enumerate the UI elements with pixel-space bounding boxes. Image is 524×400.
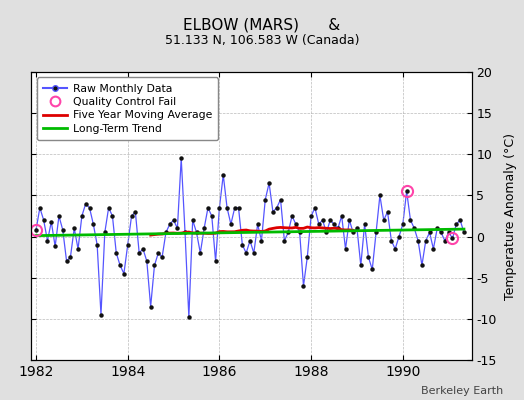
Text: Berkeley Earth: Berkeley Earth xyxy=(421,386,503,396)
Legend: Raw Monthly Data, Quality Control Fail, Five Year Moving Average, Long-Term Tren: Raw Monthly Data, Quality Control Fail, … xyxy=(37,78,219,140)
Text: 51.133 N, 106.583 W (Canada): 51.133 N, 106.583 W (Canada) xyxy=(165,34,359,47)
Y-axis label: Temperature Anomaly (°C): Temperature Anomaly (°C) xyxy=(504,132,517,300)
Text: ELBOW (MARS)      &: ELBOW (MARS) & xyxy=(183,18,341,33)
